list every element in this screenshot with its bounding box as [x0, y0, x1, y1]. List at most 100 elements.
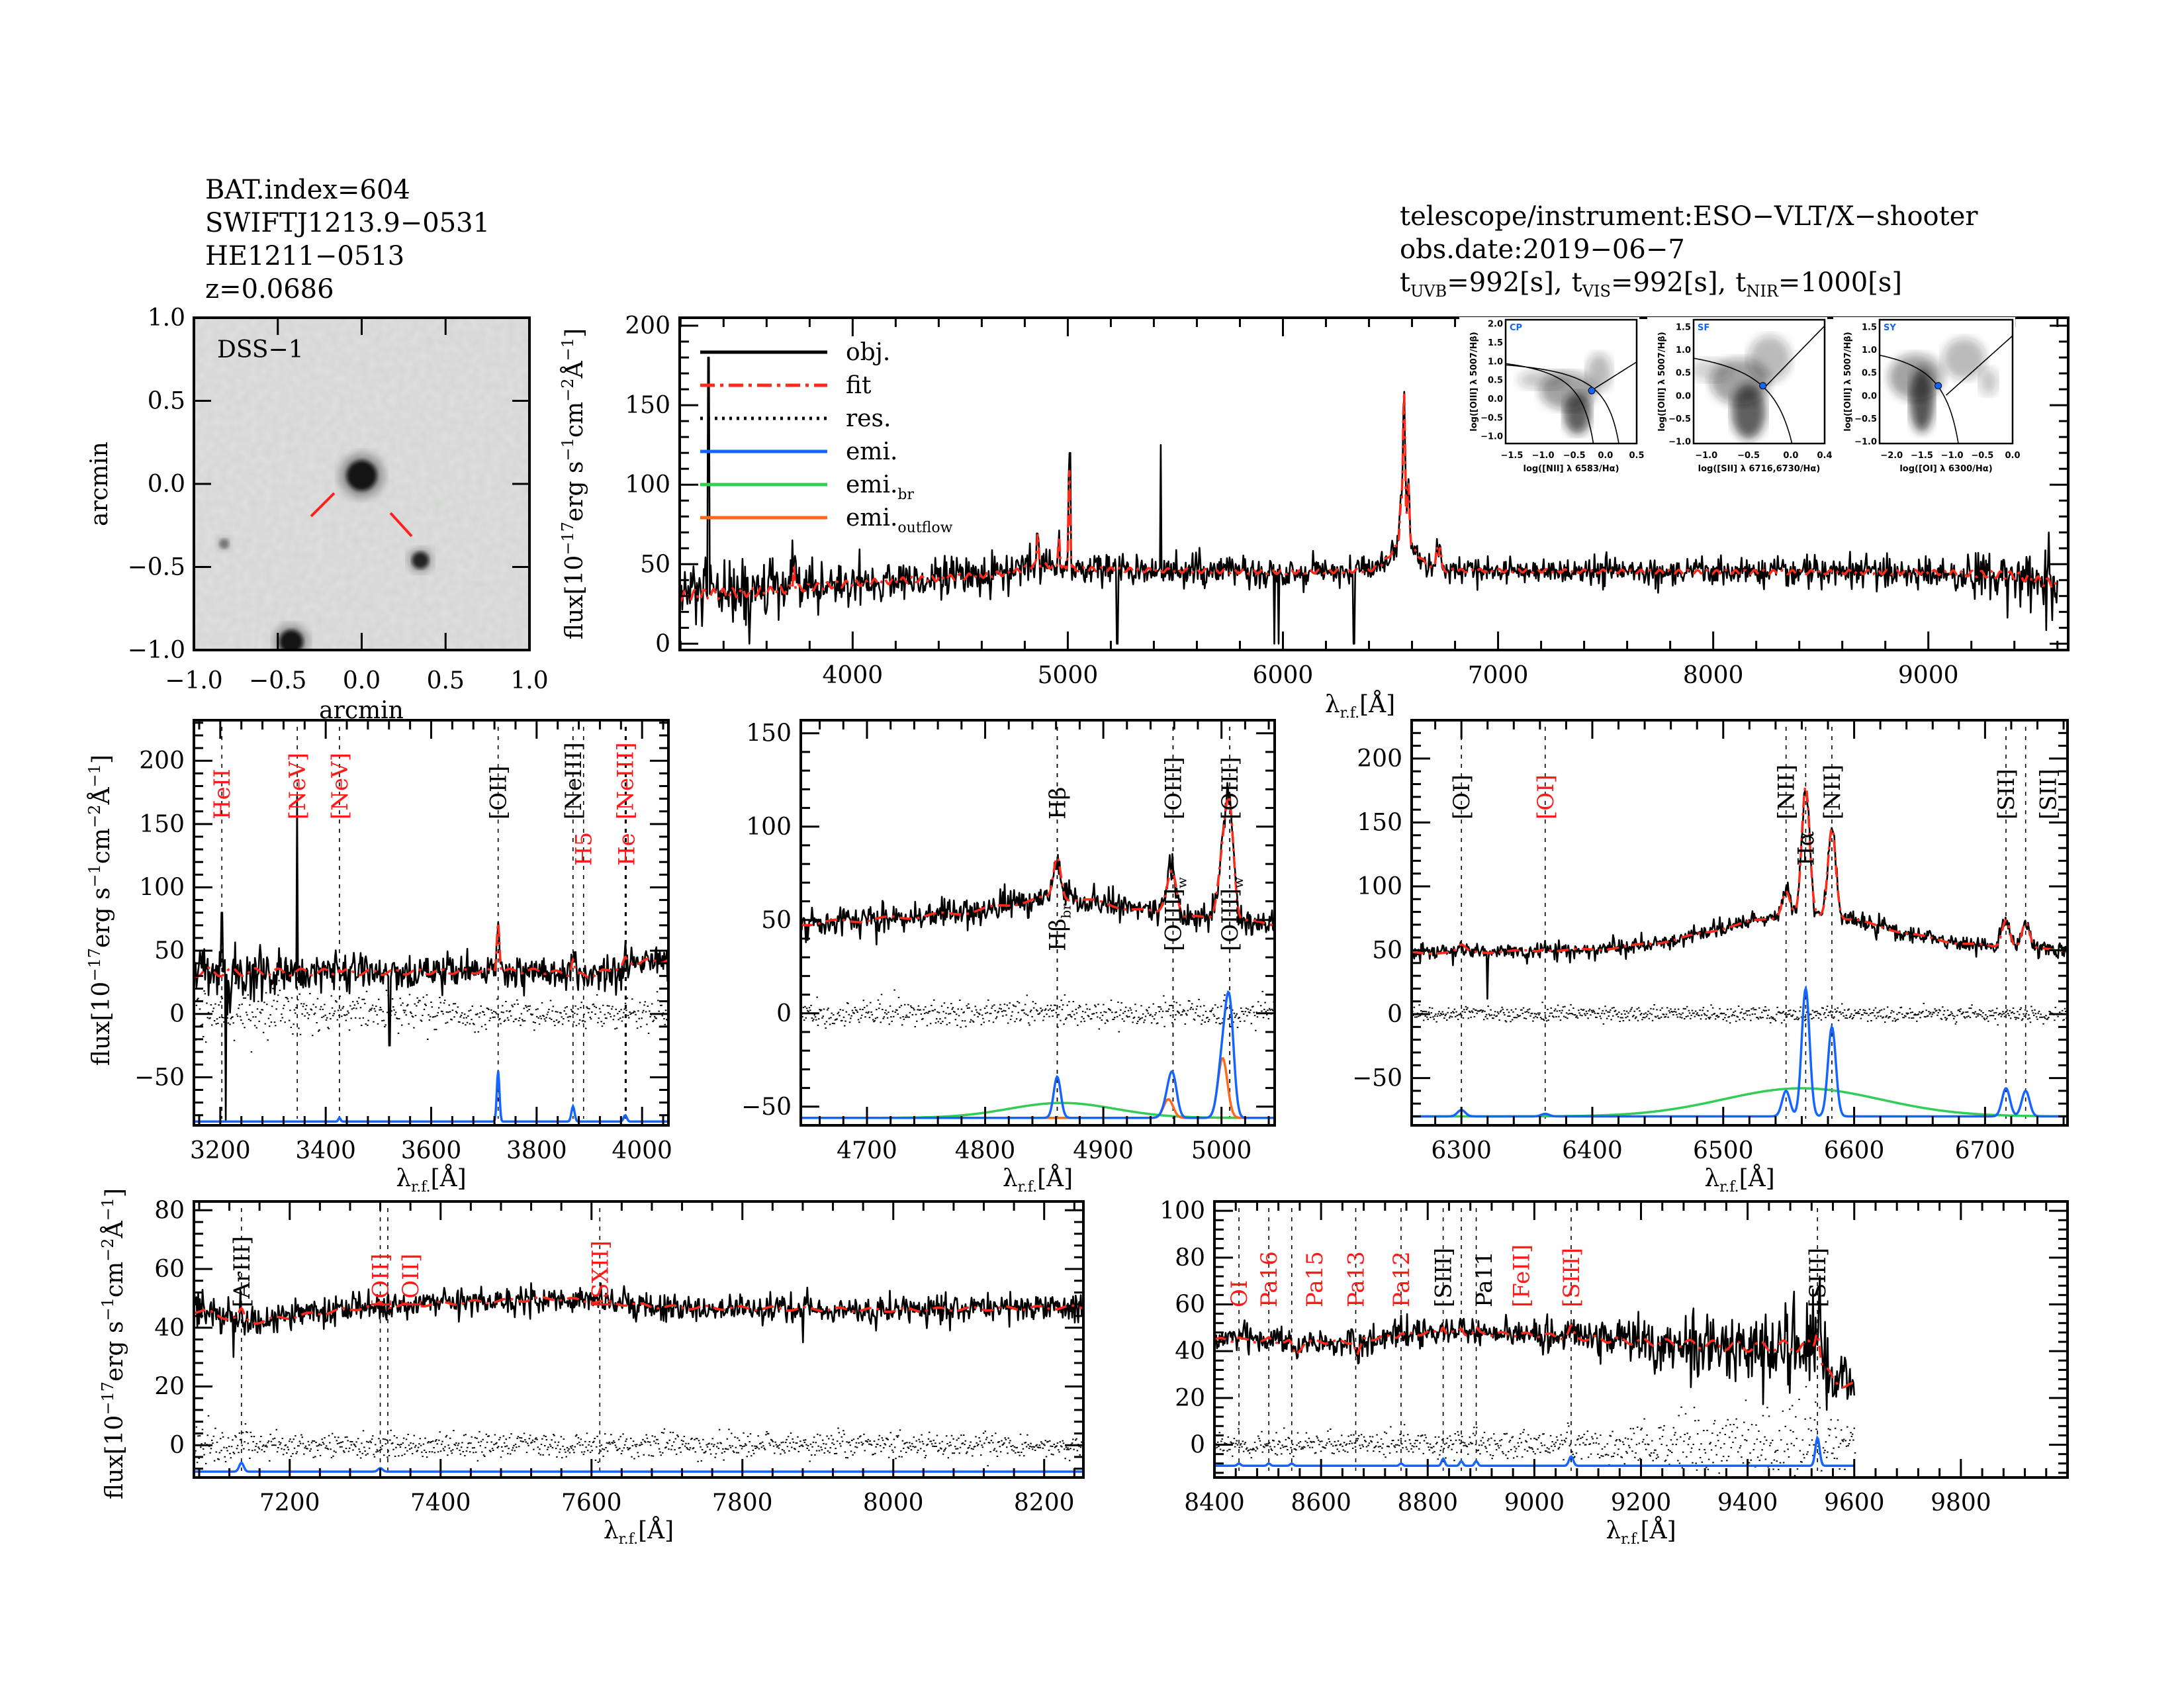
- bat-index: BAT.index=604: [205, 175, 410, 205]
- bpt-y-tick-label: 0.5: [1676, 369, 1691, 379]
- spectrum-panel-uvb: HeII [NeV] [NeV] [OII] [NeIII] H5 [NeIII] He 320…: [85, 719, 672, 1196]
- y-tick-label: 0: [655, 630, 670, 657]
- y-tick-label: 200: [1357, 745, 1402, 773]
- bpt-ylabel: log([OIII] λ 5007/Hβ): [1469, 332, 1479, 431]
- target-marker-left: [310, 492, 336, 518]
- bpt-x-tick-label: 0.0: [1783, 451, 1798, 461]
- fit-spectrum: [680, 391, 2058, 603]
- line-label: Pa15: [1302, 1251, 1328, 1307]
- dss-image-panel: DSS−1 −1.0 −1.0 −0.5 −0.5 0.0 0.0 0.5 0.5 1.0 1.0…: [86, 305, 549, 724]
- line-label: [SII]: [1993, 769, 2020, 820]
- bpt-x-tick-label: 0.5: [1629, 451, 1644, 461]
- x-tick-label: 3600: [401, 1137, 462, 1164]
- bpt-frame: [1504, 318, 1638, 445]
- bpt-y-tick-label: 2.0: [1488, 320, 1503, 330]
- fit-spectrum: [194, 923, 668, 980]
- bpt-tag: CP: [1510, 323, 1522, 333]
- x-tick-label: 1.0: [510, 667, 548, 694]
- y-tick-label: 150: [139, 811, 185, 838]
- fit-spectrum: [1412, 782, 2068, 955]
- bpt-x-tick-label: −1.0: [1695, 451, 1717, 461]
- line-label: [OIII]w: [1217, 877, 1246, 951]
- bpt-y-tick-label: −1.0: [1668, 438, 1691, 447]
- bpt-y-tick-label: 1.0: [1862, 346, 1877, 355]
- line-label: [SIII]: [1431, 1248, 1457, 1307]
- density-contour: [1518, 370, 1569, 389]
- y-tick-label: 200: [139, 747, 185, 774]
- x-tick-label: 4800: [955, 1137, 1016, 1164]
- bpt-x-tick-label: 0.0: [1598, 451, 1613, 461]
- y-tick-label: 0.0: [148, 471, 185, 498]
- bpt-x-tick-label: −1.0: [1941, 451, 1964, 461]
- source: [346, 460, 377, 491]
- bpt-y-tick-label: 0.0: [1862, 391, 1877, 401]
- y-tick-label: 150: [746, 720, 792, 747]
- bpt-x-tick-label: −0.5: [1563, 451, 1586, 461]
- source: [279, 630, 303, 650]
- line-label: Hβbr: [1044, 904, 1073, 951]
- object-name: HE1211−0513: [205, 241, 404, 271]
- line-label: He: [614, 833, 640, 866]
- narrow-emission: [801, 990, 1275, 1119]
- broad-emission: [801, 1102, 1275, 1119]
- y-tick-label: −0.5: [128, 554, 185, 581]
- residual-points: [801, 989, 1275, 1033]
- x-axis-label: λr.f.[Å]: [1606, 1517, 1676, 1548]
- x-tick-label: 6600: [1824, 1137, 1885, 1164]
- fit-spectrum: [194, 1295, 1083, 1325]
- x-tick-label: 9000: [1898, 662, 1959, 689]
- legend-label: emi.br: [846, 471, 914, 503]
- y-tick-label: 150: [1357, 809, 1402, 836]
- bpt-y-tick-label: 1.5: [1676, 322, 1691, 332]
- residual-points: [194, 980, 668, 1053]
- exposure-times: tUVB=992[s], tVIS=992[s], tNIR=1000[s]: [1400, 267, 1902, 301]
- x-tick-label: 6400: [1562, 1137, 1623, 1164]
- bpt-y-tick-label: 0.5: [1862, 369, 1877, 379]
- x-axis-label: λr.f.[Å]: [396, 1164, 466, 1196]
- legend-label: res.: [846, 405, 891, 432]
- y-axis-label: flux[10−17erg s−1cm−2Å−1]: [99, 1188, 128, 1499]
- line-label: [NeIII]: [561, 742, 587, 820]
- x-tick-label: 4900: [1073, 1137, 1134, 1164]
- y-tick-label: 100: [1357, 873, 1402, 900]
- target-marker-right: [389, 512, 413, 538]
- y-tick-label: 80: [1175, 1244, 1205, 1272]
- x-axis-label: λr.f.[Å]: [1704, 1164, 1774, 1196]
- bpt-y-tick-label: 0.0: [1676, 391, 1691, 401]
- line-label: [OIII]: [1217, 757, 1244, 820]
- y-axis-label: flux[10−17erg s−1cm−2Å−1]: [559, 328, 588, 639]
- bpt-diagram-sf: SF −1.0 −0.5 0.0 0.4 −1.0 −0.5 0.0 0.5 1.0 1.5 log(…: [1647, 317, 1833, 491]
- bpt-y-tick-label: 1.5: [1862, 322, 1877, 332]
- bpt-y-tick-label: −1.0: [1480, 432, 1503, 442]
- line-label: Hβ: [1044, 787, 1071, 820]
- x-tick-label: 9200: [1611, 1489, 1672, 1517]
- x-tick-label: 6500: [1693, 1137, 1754, 1164]
- x-tick-label: 0.5: [427, 667, 465, 694]
- x-tick-label: −0.5: [249, 667, 306, 694]
- panel-frame: [1213, 1200, 2069, 1479]
- dss-label: DSS−1: [217, 336, 304, 363]
- x-tick-label: 7200: [259, 1489, 320, 1517]
- y-tick-label: 50: [154, 937, 185, 964]
- x-axis-label: λr.f.[Å]: [1003, 1164, 1073, 1196]
- bpt-diagram-sy: SY −2.0 −1.5 −1.0 −0.5 0.0 −1.0 −0.5 0.0 0.5 1.0 1.…: [1833, 317, 2021, 491]
- x-tick-label: 7400: [410, 1489, 471, 1517]
- header-right: telescope/instrument:ESO−VLT/X−shooter o…: [1400, 201, 1978, 301]
- bpt-xlabel: log([NII] λ 6583/Hα): [1523, 464, 1619, 474]
- line-label: Pa13: [1343, 1251, 1369, 1307]
- density-contour: [1888, 353, 1943, 400]
- y-tick-label: 1.0: [148, 305, 185, 332]
- y-tick-label: 40: [154, 1315, 185, 1342]
- y-tick-label: 0.5: [148, 388, 185, 415]
- x-axis-label: λr.f.[Å]: [604, 1517, 674, 1548]
- bpt-x-tick-label: −0.5: [1737, 451, 1760, 461]
- x-tick-label: 5000: [1038, 662, 1099, 689]
- x-tick-label: 9400: [1717, 1489, 1778, 1517]
- line-label: [OII]: [398, 1254, 424, 1307]
- bpt-y-tick-label: 1.5: [1488, 338, 1503, 348]
- instrument: telescope/instrument:ESO−VLT/X−shooter: [1400, 201, 1978, 232]
- x-tick-label: 8000: [1683, 662, 1744, 689]
- kauffmann-curve: [1506, 363, 1594, 444]
- bpt-frame: [1692, 318, 1826, 445]
